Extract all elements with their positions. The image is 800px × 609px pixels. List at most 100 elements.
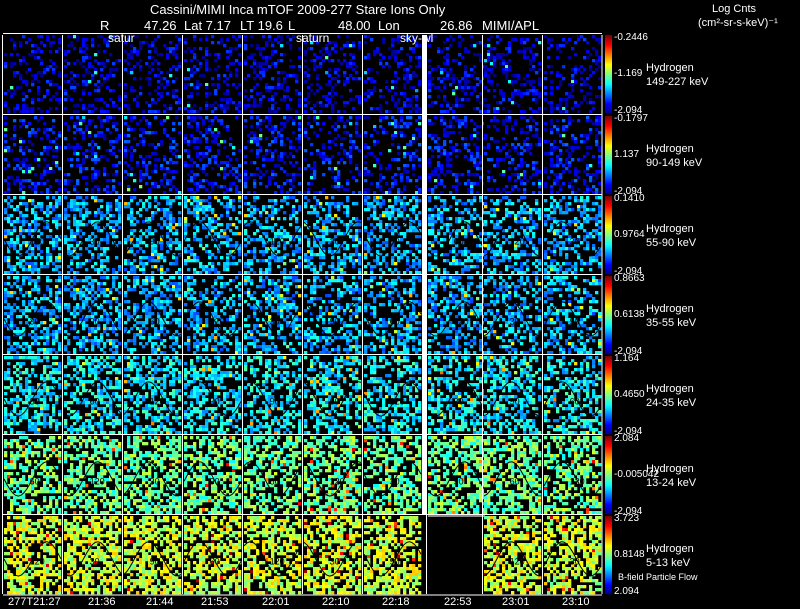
heatmap-cell: [142, 116, 146, 120]
heatmap-cell: [388, 223, 392, 227]
heatmap-cell: [358, 101, 362, 105]
heatmap-cell: [214, 214, 218, 218]
heatmap-cell: [184, 229, 188, 233]
heatmap-cell: [568, 161, 572, 165]
heatmap-cell: [16, 158, 20, 162]
heatmap-cell: [298, 137, 302, 141]
heatmap-cell: [379, 176, 383, 180]
heatmap-cell: [82, 38, 86, 42]
heatmap-cell: [67, 158, 71, 162]
heatmap-cell: [455, 179, 459, 183]
heatmap-cell: [43, 170, 47, 174]
heatmap-cell: [479, 253, 483, 257]
heatmap-cell: [4, 179, 8, 183]
heatmap-cell: [364, 143, 368, 147]
heatmap-cell: [109, 205, 113, 209]
heatmap-cell: [556, 176, 560, 180]
heatmap-cell: [346, 211, 350, 215]
heatmap-cell: [37, 35, 41, 39]
heatmap-cell: [172, 53, 176, 57]
heatmap-cell: [286, 232, 290, 236]
heatmap-cell: [464, 83, 468, 87]
heatmap-cell: [346, 196, 350, 200]
heatmap-cell: [487, 50, 491, 54]
heatmap-cell: [388, 214, 392, 218]
heatmap-cell: [223, 92, 227, 96]
heatmap-cell: [562, 182, 566, 186]
heatmap-cell: [40, 265, 44, 269]
heatmap-cell: [196, 238, 200, 242]
heatmap-cell: [331, 77, 335, 81]
heatmap-cell: [574, 101, 578, 105]
heatmap-cell: [85, 149, 89, 153]
heatmap-cell: [461, 122, 465, 126]
heatmap-cell: [256, 122, 260, 126]
heatmap-cell: [250, 214, 254, 218]
heatmap-cell: [37, 244, 41, 248]
heatmap-cell: [574, 53, 578, 57]
heatmap-cell: [175, 95, 179, 99]
heatmap-cell: [106, 208, 110, 212]
heatmap-cell: [391, 143, 395, 147]
heatmap-cell: [31, 250, 35, 254]
heatmap-cell: [574, 191, 578, 195]
heatmap-cell: [91, 146, 95, 150]
heatmap-cell: [385, 238, 389, 242]
heatmap-cell: [70, 208, 74, 212]
heatmap-cell: [379, 95, 383, 99]
heatmap-cell: [559, 134, 563, 138]
heatmap-cell: [106, 211, 110, 215]
heatmap-cell: [452, 110, 456, 114]
heatmap-cell: [526, 143, 530, 147]
heatmap-cell: [226, 92, 230, 96]
heatmap-cell: [55, 241, 59, 245]
heatmap-cell: [415, 256, 419, 260]
heatmap-cell: [568, 122, 572, 126]
heatmap-cell: [319, 128, 323, 132]
heatmap-cell: [508, 65, 512, 69]
heatmap-cell: [328, 53, 332, 57]
heatmap-cell: [449, 223, 453, 227]
heatmap-cell: [458, 182, 462, 186]
heatmap-cell: [268, 179, 272, 183]
heatmap-cell: [406, 179, 410, 183]
heatmap-cell: [337, 188, 341, 192]
heatmap-cell: [322, 155, 326, 159]
heatmap-cell: [385, 214, 389, 218]
heatmap-cell: [154, 50, 158, 54]
heatmap-cell: [214, 128, 218, 132]
heatmap-cell: [349, 116, 353, 120]
heatmap-cell: [85, 188, 89, 192]
heatmap-cell: [223, 74, 227, 78]
heatmap-cell: [16, 250, 20, 254]
heatmap-cell: [538, 77, 542, 81]
heatmap-cell: [535, 167, 539, 171]
heatmap-cell: [133, 98, 137, 102]
heatmap-cell: [526, 89, 530, 93]
heatmap-cell: [169, 74, 173, 78]
heatmap-cell: [434, 185, 438, 189]
heatmap-cell: [13, 47, 17, 51]
heatmap-cell: [115, 155, 119, 159]
heatmap-cell: [412, 47, 416, 51]
heatmap-cell: [169, 262, 173, 266]
heatmap-cell: [160, 77, 164, 81]
heatmap-cell: [205, 271, 209, 275]
heatmap-cell: [376, 140, 380, 144]
heatmap-cell: [298, 134, 302, 138]
heatmap-cell: [505, 202, 509, 206]
heatmap-cell: [434, 265, 438, 269]
heatmap-cell: [364, 167, 368, 171]
heatmap-cell: [193, 259, 197, 263]
heatmap-cell: [139, 229, 143, 233]
heatmap-cell: [85, 182, 89, 186]
heatmap-cell: [130, 167, 134, 171]
heatmap-cell: [325, 158, 329, 162]
heatmap-cell: [58, 98, 62, 102]
heatmap-cell: [262, 155, 266, 159]
heatmap-cell: [418, 191, 422, 195]
heatmap-cell: [400, 110, 404, 114]
heatmap-cell: [556, 86, 560, 90]
heatmap-cell: [235, 59, 239, 63]
heatmap-cell: [370, 134, 374, 138]
